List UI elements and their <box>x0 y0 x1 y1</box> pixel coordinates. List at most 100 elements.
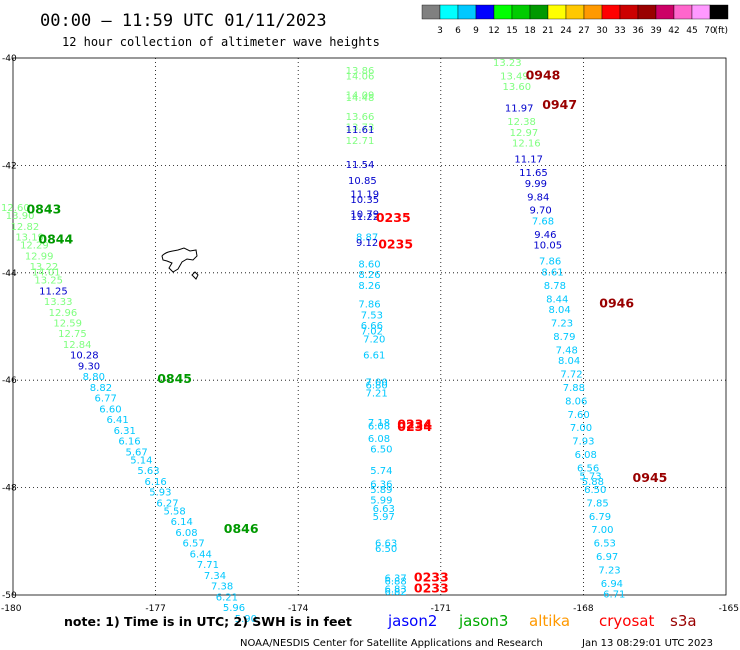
satellite-legend: jason2 jason3 altika cryosat s3a <box>387 612 697 630</box>
wave-height-value: 13.66 <box>346 112 375 123</box>
wave-height-value: 5.99 <box>370 496 392 507</box>
wave-height-value: 7.93 <box>572 437 594 448</box>
wave-height-value: 6.08 <box>175 528 197 539</box>
wave-height-value: 5.97 <box>373 512 395 523</box>
colorbar-swatch <box>637 4 657 20</box>
pass-time-label: 0846 <box>224 521 259 536</box>
colorbar-tick-label: 33 <box>614 26 625 36</box>
wave-height-value: 14.06 <box>346 71 375 82</box>
wave-height-value: 7.86 <box>539 257 561 268</box>
colorbar-tick-label: 42 <box>668 26 679 36</box>
wave-height-value: 6.56 <box>577 463 599 474</box>
wave-height-value: 7.23 <box>598 566 620 577</box>
wave-height-value: 11.97 <box>505 104 534 115</box>
wave-height-value: 5.67 <box>125 447 147 458</box>
wave-height-value: 7.72 <box>560 370 582 381</box>
wave-height-value: 6.97 <box>596 552 618 563</box>
y-tick-label: -46 <box>2 376 17 386</box>
footer-timestamp: Jan 13 08:29:01 UTC 2023 <box>581 638 713 649</box>
wave-height-value: 14.48 <box>346 93 375 104</box>
wave-height-value: 9.70 <box>529 206 551 217</box>
wave-height-value: 6.60 <box>99 404 121 415</box>
pass-time-label: 0948 <box>526 67 561 82</box>
colorbar-tick-label: 6 <box>455 26 461 36</box>
footer-note: note: 1) Time is in UTC; 2) SWH is in fe… <box>64 614 352 629</box>
x-tick-label: -174 <box>288 604 309 614</box>
wave-height-value: 7.20 <box>363 335 385 346</box>
colorbar-swatch <box>601 4 621 20</box>
wave-height-value: 6.50 <box>370 445 392 456</box>
wave-height-value: 8.04 <box>558 356 580 367</box>
y-tick-label: -44 <box>2 269 17 279</box>
wave-height-value: 12.97 <box>510 128 539 139</box>
wave-height-value: 6.63 <box>375 539 397 550</box>
colorbar-swatch <box>439 4 459 20</box>
wave-height-value: 8.26 <box>358 270 380 281</box>
wave-height-value: 12.38 <box>507 117 536 128</box>
x-tick-label: -177 <box>145 604 165 614</box>
wave-height-value: 6.41 <box>106 415 128 426</box>
legend-jason3: jason3 <box>458 612 508 630</box>
y-tick-label: -42 <box>2 161 17 171</box>
colorbar-tick-label: 15 <box>506 26 517 36</box>
wave-height-value: 6.53 <box>594 539 616 550</box>
colorbar-unit: (ft) <box>714 26 728 36</box>
wave-height-value: 8.82 <box>90 383 112 394</box>
wave-height-value: 8.44 <box>546 294 568 305</box>
x-tick-label: -171 <box>431 604 451 614</box>
wave-height-value: 5.58 <box>163 506 185 517</box>
pass-time-label: 0235 <box>378 237 413 252</box>
wave-height-value: 12.29 <box>20 241 49 252</box>
wave-height-value: 5.74 <box>370 466 392 477</box>
legend-s3a: s3a <box>670 612 697 630</box>
wave-height-value: 6.79 <box>589 512 611 523</box>
colorbar-tick-label: 27 <box>578 26 589 36</box>
wave-height-value: 6.57 <box>182 539 204 550</box>
colorbar-tick-label: 12 <box>488 26 499 36</box>
wave-height-value: 6.16 <box>144 477 166 488</box>
wave-height-value: 5.14 <box>130 455 152 466</box>
wave-height-value: 11.22 <box>350 212 379 223</box>
wave-height-value: 7.71 <box>197 560 219 571</box>
wave-height-value: 6.14 <box>171 517 193 528</box>
legend-jason2: jason2 <box>387 612 437 630</box>
wave-height-value: 6.08 <box>575 450 597 461</box>
wave-height-value: 7.23 <box>551 319 573 330</box>
colorbar-tick-label: 70 <box>704 26 716 36</box>
wave-height-value: 6.27 <box>156 498 178 509</box>
colorbar-tick-label: 18 <box>524 26 536 36</box>
grid-lines <box>13 58 726 595</box>
wave-height-value: 6.71 <box>603 590 625 601</box>
wave-height-value: 5.90 <box>235 614 257 625</box>
pass-time-labels: 0948094702350235084308440845094602340234… <box>26 67 667 595</box>
wave-height-value: 7.88 <box>563 383 585 394</box>
wave-height-value: 13.22 <box>30 262 59 273</box>
wave-height-value: 12.59 <box>53 319 82 330</box>
colorbar-tick-label: 36 <box>632 26 644 36</box>
wave-height-value: 5.88 <box>582 477 604 488</box>
x-tick-label: -168 <box>573 604 594 614</box>
wave-height-value: 8.78 <box>544 281 566 292</box>
wave-height-value: 9.99 <box>525 179 547 190</box>
pass-time-label: 0234 <box>397 417 432 432</box>
wave-height-value: 6.66 <box>361 321 383 332</box>
wave-height-value: 12.82 <box>11 222 40 233</box>
legend-cryosat: cryosat <box>599 612 654 630</box>
wave-height-value: 10.05 <box>533 241 562 252</box>
wave-height-value: 11.17 <box>514 155 543 166</box>
x-tick-label: -165 <box>719 604 739 614</box>
wave-height-value: 6.63 <box>373 504 395 515</box>
wave-height-value: 10.85 <box>348 176 377 187</box>
wave-height-value: 8.79 <box>553 332 575 343</box>
colorbar-swatch <box>529 4 549 20</box>
wave-height-value: 6.50 <box>375 544 397 555</box>
wave-height-value: 8.04 <box>549 305 571 316</box>
wave-height-value: 5.93 <box>149 488 171 499</box>
y-tick-label: -48 <box>2 484 17 494</box>
pass-time-label: 0233 <box>414 580 449 595</box>
colorbar-swatch <box>709 4 729 20</box>
colorbar-swatch <box>655 4 675 20</box>
wave-height-value: 13.23 <box>493 58 522 69</box>
wave-height-value: 11.61 <box>346 125 375 136</box>
